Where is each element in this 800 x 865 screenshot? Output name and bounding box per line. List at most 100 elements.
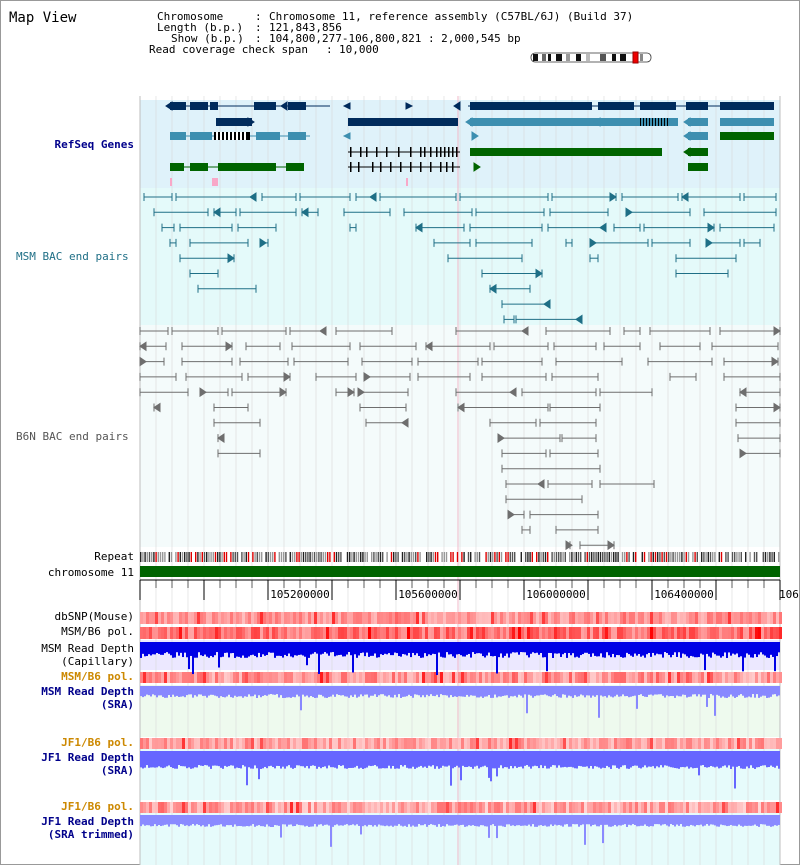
- msm-pol2-cell: [707, 672, 710, 683]
- msm-sra-depth-bar: [294, 686, 296, 698]
- label-repeat[interactable]: Repeat: [94, 550, 134, 563]
- jf1-pol-cell: [746, 738, 749, 749]
- dbsnp-cell: [245, 612, 248, 624]
- jf1-trim-depth-bar: [494, 815, 496, 827]
- label-msm-pol[interactable]: MSM/B6 pol.: [61, 625, 134, 638]
- jf1-pol-cell: [413, 738, 416, 749]
- label-dbsnp[interactable]: dbSNP(Mouse): [54, 610, 134, 623]
- msm-sra-depth-bar: [538, 686, 540, 696]
- jf1-pol2-cell: [656, 802, 659, 813]
- msm-cap-depth-bar: [742, 642, 744, 672]
- repeat-element: [683, 552, 685, 562]
- dbsnp-cell: [218, 612, 221, 624]
- read-depth-tracks[interactable]: [140, 642, 780, 847]
- jf1-sra-depth-bar: [526, 751, 528, 766]
- jf1-pol-cell: [362, 738, 365, 749]
- msm-sra-depth-bar: [326, 686, 328, 698]
- label-jf1-depth-sra[interactable]: JF1 Read Depth: [41, 751, 134, 764]
- jf1-pol2-cell: [374, 802, 377, 813]
- msm-pol2-cell: [623, 672, 626, 683]
- msm-sra-depth-bar: [552, 686, 554, 696]
- jf1-pol2-cell: [539, 802, 542, 813]
- jf1-pol2-cell: [764, 802, 767, 813]
- label-msm-bac[interactable]: MSM BAC end pairs: [16, 250, 129, 263]
- jf1-sra-depth-bar: [778, 751, 780, 769]
- info-coverage-value: 10,000: [339, 43, 379, 56]
- msm-cap-depth-bar: [646, 642, 648, 655]
- label-b6n-bac[interactable]: B6N BAC end pairs: [16, 430, 129, 443]
- chromosome-ideogram[interactable]: [530, 51, 652, 64]
- jf1-trim-depth-bar: [230, 815, 232, 826]
- msm-sra-depth-bar: [246, 686, 248, 697]
- jf1-pol2-cell: [455, 802, 458, 813]
- msm-cap-depth-bar: [254, 642, 256, 656]
- jf1-pol-cell: [170, 738, 173, 749]
- label-jf1-pol-2[interactable]: JF1/B6 pol.: [61, 800, 134, 813]
- jf1-sra-depth-bar: [284, 751, 286, 769]
- repeat-element: [610, 552, 613, 562]
- msm-sra-depth-bar: [464, 686, 466, 697]
- msm-bac-track[interactable]: [143, 192, 777, 325]
- msm-pol-cell: [446, 627, 449, 639]
- msm-sra-depth-bar: [746, 686, 748, 698]
- dbsnp-cell: [443, 612, 446, 624]
- dbsnp-cell: [281, 612, 284, 624]
- label-msm-pol-2[interactable]: MSM/B6 pol.: [61, 670, 134, 683]
- dbsnp-cell: [167, 612, 170, 624]
- jf1-pol2-cell: [575, 802, 578, 813]
- repeat-track[interactable]: [140, 552, 780, 562]
- msm-sra-depth-bar: [348, 686, 350, 698]
- jf1-trim-depth-bar: [250, 815, 252, 826]
- jf1-pol2-cell: [416, 802, 419, 813]
- msm-pol-cell: [542, 627, 545, 639]
- jf1-pol2-cell: [491, 802, 494, 813]
- repeat-element: [322, 552, 324, 562]
- ideogram-band: [566, 54, 570, 61]
- msm-pol-cell: [644, 627, 647, 639]
- jf1-trim-depth-bar: [602, 815, 604, 844]
- msm-sra-depth-bar: [222, 686, 224, 698]
- jf1-trim-depth-bar: [268, 815, 270, 827]
- jf1-sra-depth-bar: [630, 751, 632, 768]
- exon-tick: [646, 118, 647, 126]
- msm-pol2-cell: [491, 672, 494, 683]
- jf1-trim-depth-bar: [220, 815, 222, 825]
- label-msm-depth-cap[interactable]: MSM Read Depth: [41, 642, 134, 655]
- heatmap-tracks[interactable]: [140, 612, 782, 813]
- jf1-sra-depth-bar: [548, 751, 550, 769]
- jf1-trim-depth-bar: [212, 815, 214, 827]
- msm-pol2-cell: [509, 672, 512, 683]
- jf1-pol-cell: [239, 738, 242, 749]
- jf1-sra-depth-bar: [416, 751, 418, 768]
- jf1-sra-depth-bar: [430, 751, 432, 767]
- gene-exon: [256, 132, 280, 140]
- jf1-sra-depth-bar: [150, 751, 152, 768]
- msm-sra-depth-bar: [496, 686, 498, 698]
- jf1-pol2-cell: [266, 802, 269, 813]
- msm-sra-depth-bar: [624, 686, 626, 697]
- msm-pol2-cell: [590, 672, 593, 683]
- jf1-trim-depth-bar: [680, 815, 682, 825]
- label-refseq-genes[interactable]: RefSeq Genes: [54, 138, 134, 151]
- jf1-trim-depth-bar: [640, 815, 642, 826]
- repeat-element: [452, 552, 454, 562]
- msm-cap-depth-bar: [298, 642, 300, 655]
- label-jf1-depth-trim[interactable]: JF1 Read Depth: [41, 815, 134, 828]
- msm-sra-depth-bar: [144, 686, 146, 697]
- dbsnp-cell: [413, 612, 416, 624]
- label-msm-depth-sra[interactable]: MSM Read Depth: [41, 685, 134, 698]
- msm-cap-depth-bar: [294, 642, 296, 656]
- msm-pol2-cell: [221, 672, 224, 683]
- sep3: :: [255, 32, 262, 45]
- jf1-pol2-cell: [647, 802, 650, 813]
- jf1-trim-depth-bar: [314, 815, 316, 825]
- msm-cap-depth-bar: [416, 642, 418, 654]
- refseq-genes-track[interactable]: [165, 101, 774, 186]
- dbsnp-cell: [683, 612, 686, 624]
- jf1-sra-depth-bar: [292, 751, 294, 769]
- jf1-sra-depth-bar: [616, 751, 618, 768]
- b6n-bac-track[interactable]: [139, 326, 781, 551]
- label-jf1-pol[interactable]: JF1/B6 pol.: [61, 736, 134, 749]
- msm-sra-depth-bar: [330, 686, 332, 697]
